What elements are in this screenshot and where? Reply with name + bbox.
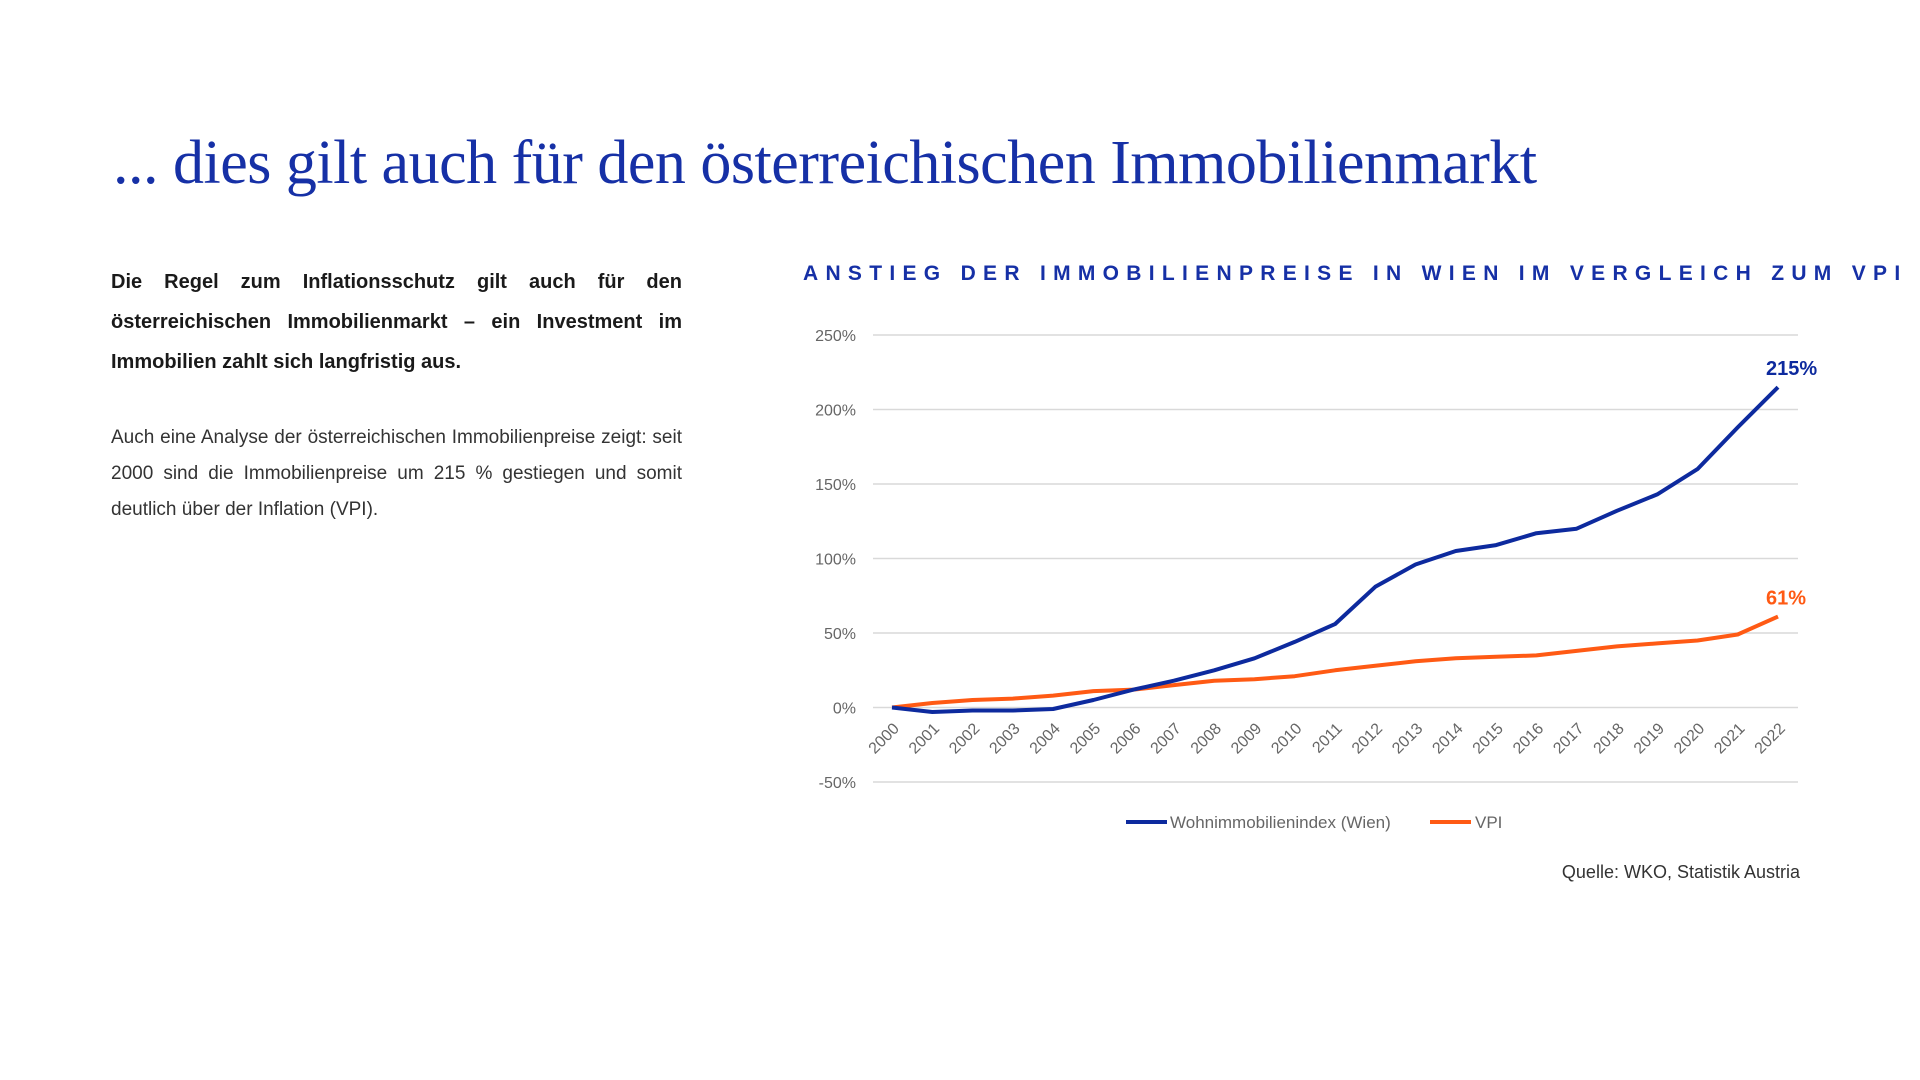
- end-data-label: 61%: [1766, 588, 1806, 610]
- y-tick-label: -50%: [819, 775, 856, 792]
- x-tick-label: 2007: [1148, 720, 1185, 757]
- legend-label: Wohnimmobilienindex (Wien): [1170, 813, 1391, 832]
- x-tick-label: 2022: [1752, 720, 1789, 757]
- series-line: [891, 385, 1780, 714]
- x-tick-label: 2016: [1510, 720, 1547, 757]
- source-note: Quelle: WKO, Statistik Austria: [1561, 862, 1800, 882]
- x-tick-label: 2017: [1550, 720, 1587, 757]
- x-tick-label: 2003: [986, 720, 1023, 757]
- y-tick-label: 150%: [815, 477, 856, 494]
- x-tick-label: 2014: [1429, 720, 1466, 757]
- series-line: [891, 614, 1779, 710]
- y-tick-label: 250%: [815, 328, 856, 345]
- end-data-label: 215%: [1766, 358, 1817, 380]
- x-tick-label: 2011: [1309, 720, 1345, 756]
- x-tick-label: 2006: [1107, 720, 1144, 757]
- lead-paragraph: Die Regel zum Inflationsschutz gilt auch…: [111, 271, 682, 373]
- x-tick-label: 2000: [866, 720, 903, 757]
- y-tick-label: 200%: [815, 403, 856, 420]
- x-tick-label: 2013: [1389, 720, 1426, 757]
- y-tick-label: 50%: [824, 626, 856, 643]
- x-tick-label: 2019: [1631, 720, 1668, 757]
- x-tick-label: 2012: [1349, 720, 1386, 757]
- x-tick-label: 2004: [1027, 720, 1064, 757]
- x-tick-label: 2020: [1671, 720, 1708, 757]
- x-tick-label: 2001: [906, 720, 943, 757]
- chart-title: ANSTIEG DER IMMOBILIENPREISE IN WIEN IM …: [803, 262, 1908, 285]
- x-tick-label: 2002: [946, 720, 983, 757]
- x-tick-label: 2021: [1711, 720, 1748, 757]
- x-tick-label: 2015: [1470, 720, 1507, 757]
- body-paragraph: Auch eine Analyse der österreichischen I…: [111, 427, 682, 520]
- x-tick-label: 2008: [1188, 720, 1225, 757]
- x-tick-label: 2010: [1268, 720, 1305, 757]
- legend-label: VPI: [1475, 813, 1502, 832]
- x-tick-label: 2009: [1228, 720, 1265, 757]
- y-tick-label: 100%: [815, 552, 856, 569]
- x-tick-label: 2018: [1591, 720, 1628, 757]
- y-tick-label: 0%: [833, 701, 856, 718]
- page-title: ... dies gilt auch für den österreichisc…: [113, 129, 1537, 197]
- x-tick-label: 2005: [1067, 720, 1104, 757]
